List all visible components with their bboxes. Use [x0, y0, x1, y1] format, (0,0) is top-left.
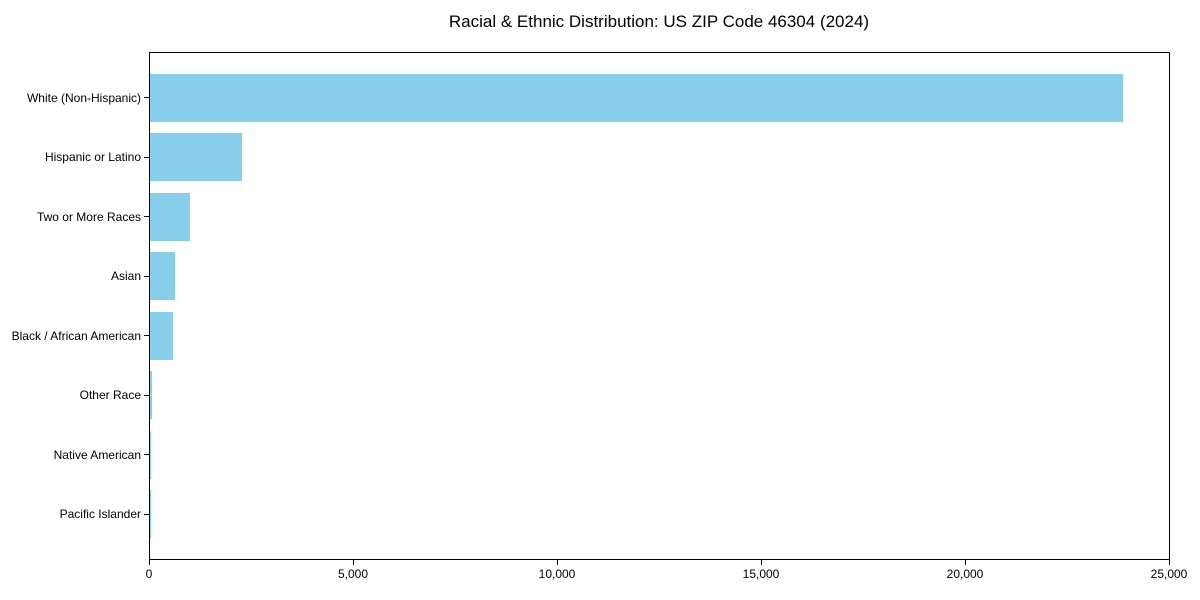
y-tick-two-or-more-races: [144, 216, 149, 218]
y-axis-label-pacific-islander: Pacific Islander: [59, 507, 141, 522]
y-tick-black-african-american: [144, 335, 149, 337]
y-tick-asian: [144, 275, 149, 277]
x-axis-label-15000: 15,000: [742, 567, 780, 581]
y-axis-label-white-non-hispanic: White (Non-Hispanic): [26, 90, 141, 105]
x-axis-label-5000: 5,000: [337, 567, 369, 581]
y-tick-pacific-islander: [144, 513, 149, 515]
y-axis-label-native-american: Native American: [53, 447, 141, 462]
y-axis-label-other-race: Other Race: [79, 388, 141, 403]
x-axis-label-10000: 10,000: [538, 567, 576, 581]
y-axis-label-asian: Asian: [110, 269, 141, 284]
bar-other-race: [150, 371, 152, 420]
bar-black-african-american: [150, 311, 174, 360]
x-axis-label-20000: 20,000: [946, 567, 984, 581]
y-tick-other-race: [144, 394, 149, 396]
y-tick-hispanic-or-latino: [144, 156, 149, 158]
x-tick-15000: [761, 560, 762, 565]
bar-native-american: [150, 430, 151, 479]
plot-area: [149, 52, 1170, 560]
x-tick-25000: [1169, 560, 1170, 565]
y-axis-label-black-african-american: Black / African American: [11, 328, 141, 343]
y-tick-white-non-hispanic: [144, 97, 149, 99]
x-axis-label-25000: 25,000: [1150, 567, 1188, 581]
y-tick-native-american: [144, 454, 149, 456]
x-tick-10000: [557, 560, 558, 565]
y-axis-label-hispanic-or-latino: Hispanic or Latino: [44, 150, 141, 165]
bar-asian: [150, 252, 175, 301]
bar-hispanic-or-latino: [150, 133, 242, 182]
bar-white-non-hispanic: [150, 73, 1123, 122]
x-axis-label-0: 0: [145, 567, 153, 581]
x-tick-0: [149, 560, 150, 565]
chart-title: Racial & Ethnic Distribution: US ZIP Cod…: [448, 12, 870, 31]
x-tick-5000: [353, 560, 354, 565]
x-tick-20000: [965, 560, 966, 565]
bar-two-or-more-races: [150, 192, 190, 241]
y-axis-label-two-or-more-races: Two or More Races: [36, 209, 141, 224]
